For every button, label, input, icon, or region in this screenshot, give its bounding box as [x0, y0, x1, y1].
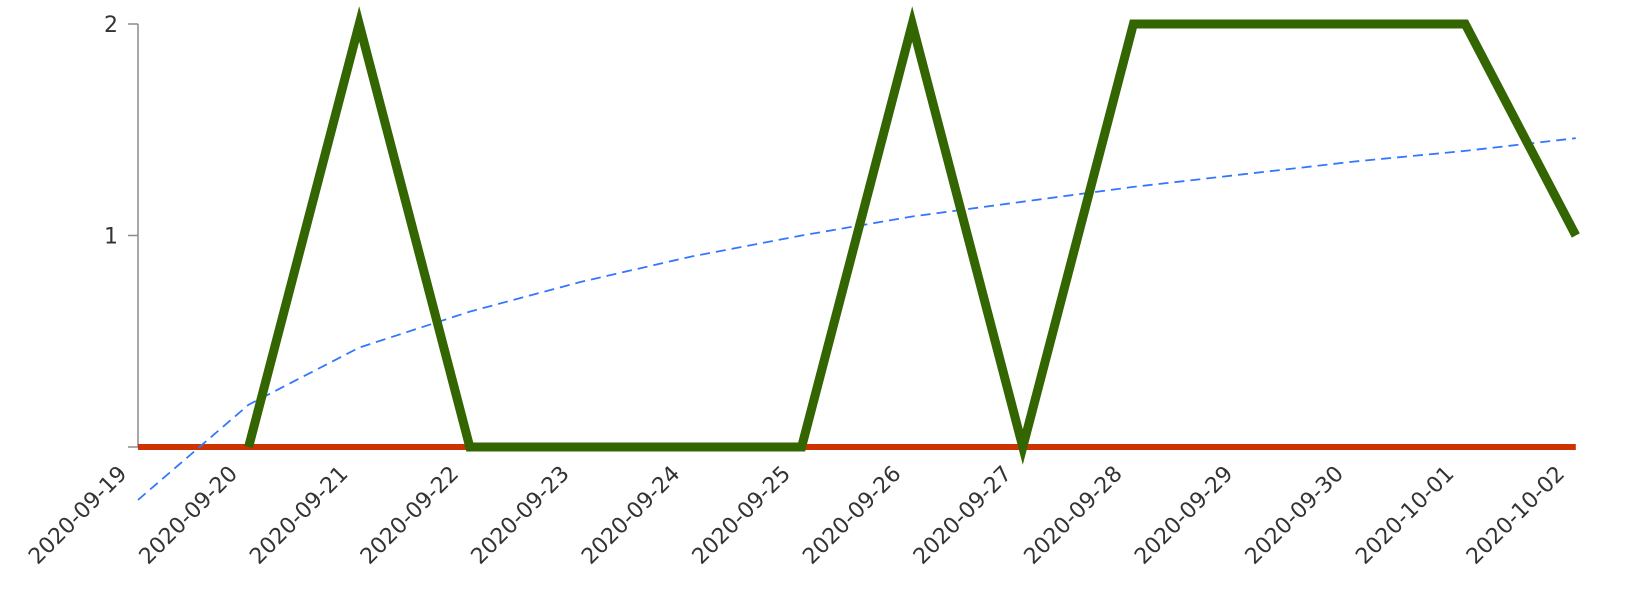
- x-tick-label: 2020-09-25: [688, 462, 796, 570]
- green-series-line: [244, 6, 1580, 465]
- x-tick-label: 2020-09-23: [467, 462, 575, 570]
- plot-area: [137, 6, 1580, 501]
- x-tick-label: 2020-09-19: [24, 462, 132, 570]
- x-axis-ticks: 2020-09-19 2020-09-20 2020-09-21 2020-09-22…: [24, 462, 1570, 570]
- x-tick-label: 2020-09-30: [1241, 462, 1349, 570]
- x-tick-label: 2020-09-24: [577, 462, 685, 570]
- blue-dashed-trend-line: [137, 137, 1576, 501]
- y-tick-label: 1: [104, 225, 118, 250]
- x-tick-label: 2020-09-27: [909, 462, 1017, 570]
- x-tick-label: 2020-09-28: [1020, 462, 1128, 570]
- x-tick-label: 2020-09-21: [245, 462, 353, 570]
- y-axis-ticks: 12: [104, 13, 138, 448]
- x-tick-label: 2020-09-29: [1130, 462, 1238, 570]
- y-tick-label: 2: [104, 13, 118, 38]
- x-tick-label: 2020-09-26: [798, 462, 906, 570]
- x-tick-label: 2020-09-22: [356, 462, 464, 570]
- x-tick-label: 2020-09-20: [135, 462, 243, 570]
- x-tick-label: 2020-10-01: [1351, 462, 1459, 570]
- x-tick-label: 2020-10-02: [1462, 462, 1570, 570]
